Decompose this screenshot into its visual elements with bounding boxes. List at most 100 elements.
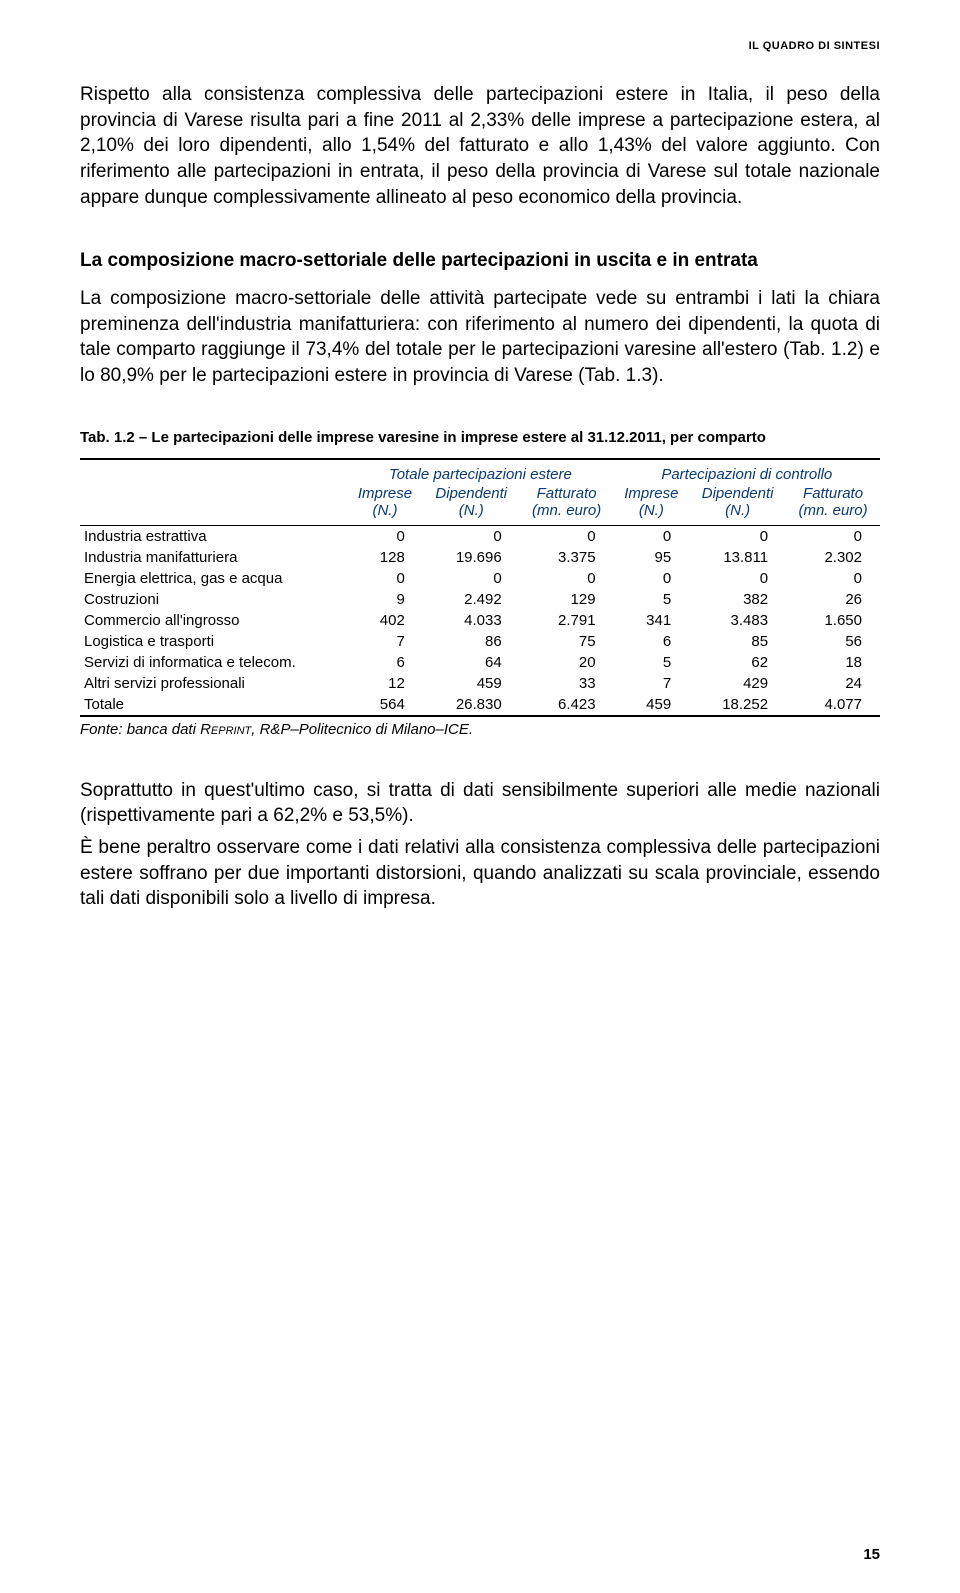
table-cell: 86 <box>423 631 520 652</box>
table-cell: 0 <box>423 568 520 589</box>
table-cell: 1.650 <box>786 610 880 631</box>
table-cell: 0 <box>520 525 614 547</box>
table-col-sub: (mn. euro) <box>786 502 880 526</box>
table-col-sub: (N.) <box>689 502 786 526</box>
table-col-header: Imprese <box>614 485 690 502</box>
table-cell: 459 <box>614 694 690 716</box>
table-col-header: Fatturato <box>786 485 880 502</box>
table-col-sub: (mn. euro) <box>520 502 614 526</box>
table-cell: 19.696 <box>423 547 520 568</box>
table-cell: 5 <box>614 589 690 610</box>
table-cell: 26 <box>786 589 880 610</box>
table-cell: 18.252 <box>689 694 786 716</box>
table-cell: 2.302 <box>786 547 880 568</box>
table-row: Industria estrattiva000000 <box>80 525 880 547</box>
table-col-sub: (N.) <box>423 502 520 526</box>
table-cell: 0 <box>614 568 690 589</box>
table-cell: 95 <box>614 547 690 568</box>
table-row-label: Costruzioni <box>80 589 347 610</box>
table-row-label: Energia elettrica, gas e acqua <box>80 568 347 589</box>
table-row-label: Logistica e trasporti <box>80 631 347 652</box>
table-cell: 24 <box>786 673 880 694</box>
table-cell: 56 <box>786 631 880 652</box>
table-cell: 2.492 <box>423 589 520 610</box>
table-cell: 382 <box>689 589 786 610</box>
running-header: IL QUADRO DI SINTESI <box>80 40 880 52</box>
table-group-header-row: Totale partecipazioni estere Partecipazi… <box>80 459 880 485</box>
table-row: Altri servizi professionali1245933742924 <box>80 673 880 694</box>
table-cell: 341 <box>614 610 690 631</box>
table-cell: 0 <box>689 525 786 547</box>
table-cell: 75 <box>520 631 614 652</box>
table-col-sub: (N.) <box>614 502 690 526</box>
table-row: Logistica e trasporti7867568556 <box>80 631 880 652</box>
table-cell: 564 <box>347 694 423 716</box>
table-row-label: Commercio all'ingrosso <box>80 610 347 631</box>
table-cell: 20 <box>520 652 614 673</box>
table-header-empty <box>80 459 347 485</box>
table-cell: 3.483 <box>689 610 786 631</box>
paragraph-1: Rispetto alla consistenza complessiva de… <box>80 82 880 210</box>
source-smallcaps: Reprint <box>200 721 251 738</box>
table-cell: 26.830 <box>423 694 520 716</box>
table-cell: 13.811 <box>689 547 786 568</box>
table-cell: 7 <box>614 673 690 694</box>
table-cell: 64 <box>423 652 520 673</box>
table-row: Costruzioni92.492129538226 <box>80 589 880 610</box>
source-prefix: Fonte: banca dati <box>80 721 200 738</box>
table-group-header: Partecipazioni di controllo <box>614 459 880 485</box>
table-cell: 3.375 <box>520 547 614 568</box>
table-cell: 0 <box>423 525 520 547</box>
table-cell: 459 <box>423 673 520 694</box>
table-cell: 0 <box>689 568 786 589</box>
table-source: Fonte: banca dati Reprint, R&P–Politecni… <box>80 721 880 738</box>
paragraph-3: Soprattutto in quest'ultimo caso, si tra… <box>80 778 880 829</box>
table-header-empty <box>80 502 347 526</box>
table-cell: 402 <box>347 610 423 631</box>
table-cell: 2.791 <box>520 610 614 631</box>
table-cell: 12 <box>347 673 423 694</box>
table-col-header: Fatturato <box>520 485 614 502</box>
table-cell: 9 <box>347 589 423 610</box>
table-row: Servizi di informatica e telecom.6642056… <box>80 652 880 673</box>
paragraph-2: La composizione macro-settoriale delle a… <box>80 286 880 389</box>
table-cell: 6.423 <box>520 694 614 716</box>
table-group-header: Totale partecipazioni estere <box>347 459 613 485</box>
table-cell: 18 <box>786 652 880 673</box>
source-suffix: , R&P–Politecnico di Milano–ICE. <box>251 721 473 738</box>
paragraph-4: È bene peraltro osservare come i dati re… <box>80 835 880 912</box>
table-row: Totale56426.8306.42345918.2524.077 <box>80 694 880 716</box>
table-row-label: Totale <box>80 694 347 716</box>
table-cell: 4.077 <box>786 694 880 716</box>
table-cell: 6 <box>347 652 423 673</box>
table-cell: 5 <box>614 652 690 673</box>
table-row-label: Industria manifatturiera <box>80 547 347 568</box>
table-col-header: Dipendenti <box>423 485 520 502</box>
table-cell: 129 <box>520 589 614 610</box>
table-col-header: Dipendenti <box>689 485 786 502</box>
section-heading: La composizione macro-settoriale delle p… <box>80 250 880 272</box>
table-row: Commercio all'ingrosso4024.0332.7913413.… <box>80 610 880 631</box>
table-row-label: Industria estrattiva <box>80 525 347 547</box>
data-table: Totale partecipazioni estere Partecipazi… <box>80 458 880 717</box>
table-row: Energia elettrica, gas e acqua000000 <box>80 568 880 589</box>
table-cell: 128 <box>347 547 423 568</box>
table-cell: 4.033 <box>423 610 520 631</box>
table-row: Industria manifatturiera12819.6963.37595… <box>80 547 880 568</box>
table-cell: 33 <box>520 673 614 694</box>
table-col-header: Imprese <box>347 485 423 502</box>
table-cell: 429 <box>689 673 786 694</box>
table-header-empty <box>80 485 347 502</box>
table-cell: 0 <box>347 568 423 589</box>
table-cell: 0 <box>786 568 880 589</box>
table-cell: 0 <box>786 525 880 547</box>
table-cell: 7 <box>347 631 423 652</box>
table-cell: 0 <box>520 568 614 589</box>
table-row-label: Altri servizi professionali <box>80 673 347 694</box>
table-col-header-row: Imprese Dipendenti Fatturato Imprese Dip… <box>80 485 880 502</box>
table-cell: 0 <box>347 525 423 547</box>
table-caption: Tab. 1.2 – Le partecipazioni delle impre… <box>80 429 880 446</box>
table-col-sub: (N.) <box>347 502 423 526</box>
page-number: 15 <box>863 1546 880 1563</box>
table-cell: 85 <box>689 631 786 652</box>
